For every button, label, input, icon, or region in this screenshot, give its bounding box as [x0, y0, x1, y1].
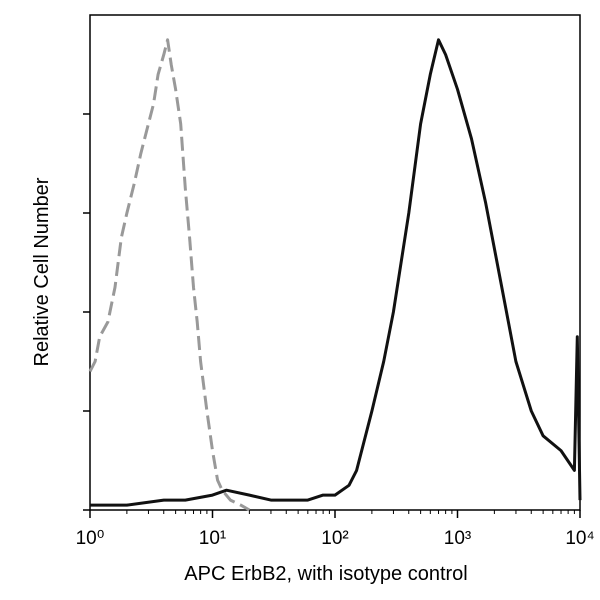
x-tick-label: 10⁰ [76, 528, 105, 549]
x-tick-label: 10⁴ [565, 528, 594, 549]
x-tick-label: 10² [321, 528, 348, 549]
x-tick-label: 10¹ [199, 528, 226, 549]
histogram-line [88, 38, 251, 512]
histogram-line [90, 38, 582, 507]
y-axis-label: Relative Cell Number [31, 177, 53, 366]
x-tick-label: 10³ [444, 528, 471, 549]
x-axis-label: APC ErbB2, with isotype control [184, 563, 467, 585]
plot-frame [89, 14, 581, 511]
